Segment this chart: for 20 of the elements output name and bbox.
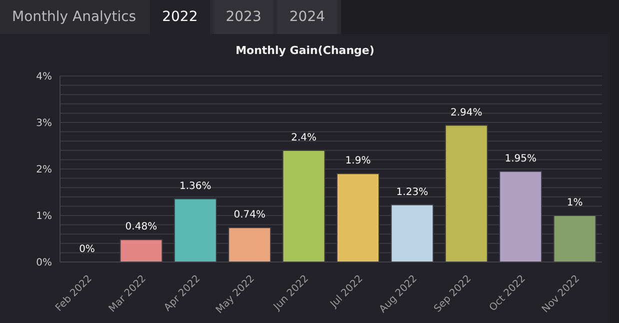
y-tick-label: 1%	[36, 211, 52, 222]
data-label: 2.94%	[450, 107, 482, 118]
text: 2022	[150, 0, 210, 34]
y-tick-label: 0%	[36, 258, 52, 269]
data-label: 1.36%	[180, 180, 212, 192]
y-tick-label: 2%	[36, 164, 52, 176]
data-label: 1%	[566, 198, 583, 208]
text: 2023	[214, 0, 274, 34]
data-label: 1.9%	[345, 156, 371, 167]
data-label: 1.23%	[396, 186, 428, 198]
data-label: 0.74%	[234, 210, 266, 221]
data-label: 0%	[79, 244, 95, 255]
y-tick-label: 3%	[36, 118, 52, 130]
text: Monthly Analytics	[0, 0, 148, 34]
chart-title: Monthly Gain(Change)	[234, 44, 376, 57]
data-label: 0.48%	[125, 222, 158, 233]
text: 2024	[277, 0, 338, 34]
data-label: 2.4%	[291, 132, 317, 144]
data-label: 1.95%	[504, 153, 536, 164]
y-tick-label: 4%	[36, 72, 52, 83]
